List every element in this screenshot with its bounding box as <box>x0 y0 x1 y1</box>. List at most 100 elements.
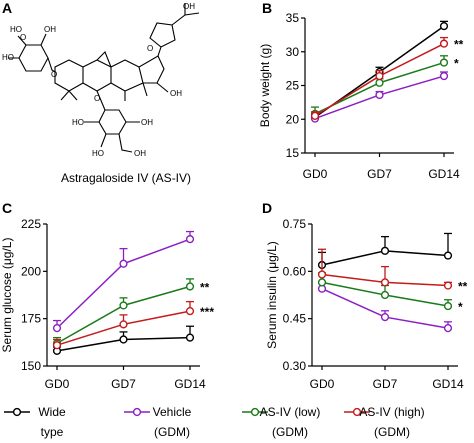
y-tick-label: 225 <box>21 217 41 231</box>
legend-item: Wide type <box>4 405 66 439</box>
atom-label: O <box>94 94 100 103</box>
data-point <box>439 39 449 48</box>
y-tick-label: 0.45 <box>283 312 307 326</box>
legend-label: type <box>41 425 64 439</box>
legend-label: (GDM) <box>154 425 190 439</box>
legend-item: AS-IV (high) (GDM) <box>344 405 425 439</box>
atom-label: O <box>20 33 26 42</box>
legend-item: AS-IV (low) (GDM) <box>242 405 320 439</box>
data-point <box>119 335 128 344</box>
structure-caption: Astragaloside IV (AS-IV) <box>61 171 191 185</box>
x-tick-label: GD7 <box>367 167 392 181</box>
y-tick-label: 200 <box>21 264 41 278</box>
significance-label: ** <box>454 38 464 52</box>
x-tick-label: GD14 <box>174 377 206 391</box>
data-point <box>443 251 453 260</box>
y-tick-label: 175 <box>21 312 41 326</box>
atom-label: OH <box>44 25 56 34</box>
x-tick-label: GD0 <box>45 377 70 391</box>
x-tick-label: GD14 <box>428 167 460 181</box>
atom-label: HO <box>10 25 22 34</box>
y-tick-label: 35 <box>286 11 300 25</box>
series-group <box>52 300 195 350</box>
data-point <box>380 290 390 300</box>
atom-label: OH <box>170 89 182 98</box>
legend-marker <box>132 407 142 417</box>
atom-label: OH <box>134 149 146 158</box>
legend-label: AS-IV (high) <box>359 405 424 419</box>
data-point <box>185 235 195 244</box>
y-tick-label: 150 <box>21 359 41 373</box>
data-point <box>380 278 390 287</box>
atom-label: O <box>51 70 57 79</box>
atom-label: HO <box>2 53 14 62</box>
atom-label: OH <box>141 118 153 127</box>
y-tick-label: 0.60 <box>283 264 307 278</box>
series-group <box>310 55 449 118</box>
series-group <box>52 230 195 333</box>
legend-label: Vehicle <box>153 405 192 419</box>
y-tick-label: 25 <box>286 79 300 93</box>
y-axis-label: Serum insulin (μg/L) <box>265 241 279 349</box>
astragaloside-structure: OH O OH O HO O HO OH O HO OH HO OH Astra… <box>2 2 200 185</box>
data-point <box>375 78 384 87</box>
legend-label: AS-IV (low) <box>260 405 321 419</box>
series-group <box>310 36 449 120</box>
data-point <box>310 111 320 120</box>
x-tick-label: GD7 <box>111 377 136 391</box>
x-tick-label: GD7 <box>373 377 398 391</box>
chart-panel-d: 0.30 0.45 0.60 0.75 GD0 GD7 GD14 Serum insulin … <box>265 217 468 391</box>
data-point <box>119 259 128 268</box>
data-point <box>52 324 62 333</box>
atom-label: HO <box>72 118 84 127</box>
series-group <box>52 325 195 355</box>
data-point <box>52 341 62 350</box>
chart-panel-c: 150 175 200 225 GD0 GD7 GD14 Serum glucose (μg/… <box>0 217 214 391</box>
y-axis-label: Body weight (g) <box>258 44 272 127</box>
y-tick-label: 0.75 <box>283 217 307 231</box>
atom-label: OH <box>183 2 195 11</box>
atom-label: O <box>147 44 153 53</box>
data-point <box>375 71 384 81</box>
significance-label: * <box>458 300 463 314</box>
legend-label: (GDM) <box>374 425 410 439</box>
panel-letter-b: B <box>262 0 272 16</box>
panel-letter-c: C <box>2 200 12 216</box>
x-tick-label: GD0 <box>303 167 328 181</box>
data-point <box>380 246 390 255</box>
data-point <box>439 71 449 81</box>
y-axis-label: Serum glucose (μg/L) <box>0 238 14 353</box>
legend-label: Wide <box>38 405 66 419</box>
panel-letter-a: A <box>2 0 12 16</box>
structure-bonds <box>8 3 200 153</box>
data-point <box>185 306 195 316</box>
data-point <box>317 270 327 279</box>
data-point <box>375 90 384 100</box>
atom-label: HO <box>92 149 104 158</box>
legend-label: (GDM) <box>272 425 308 439</box>
x-tick-label: GD0 <box>310 377 335 391</box>
legend-marker <box>250 407 260 417</box>
legend-item: Vehicle (GDM) <box>124 405 192 439</box>
data-point <box>443 281 453 290</box>
data-point <box>185 333 195 342</box>
series-group <box>317 248 453 290</box>
y-tick-label: 30 <box>286 45 300 59</box>
significance-label: ** <box>200 280 210 294</box>
legend-marker <box>352 407 362 417</box>
data-point <box>317 278 327 287</box>
legend-marker <box>12 407 22 417</box>
data-point <box>380 312 390 322</box>
panel-letter-d: D <box>262 200 272 216</box>
y-tick-label: 15 <box>286 146 300 160</box>
data-point <box>185 282 195 291</box>
significance-label: ** <box>458 280 468 294</box>
series-group <box>317 272 453 311</box>
significance-label: * <box>454 57 459 71</box>
x-tick-label: GD14 <box>432 377 464 391</box>
data-point <box>119 301 128 310</box>
significance-label: *** <box>200 305 214 319</box>
